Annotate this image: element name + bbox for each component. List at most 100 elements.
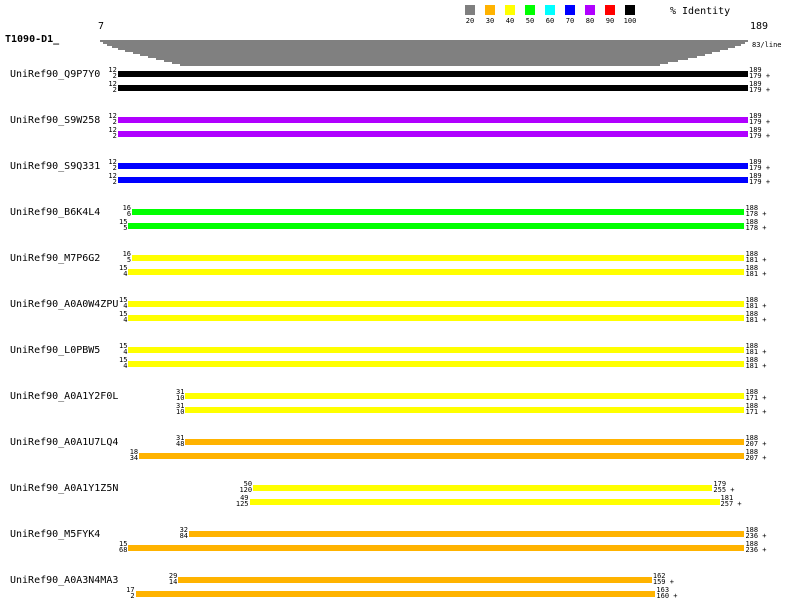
bar-query-end: 189	[749, 80, 762, 88]
alignment-bar[interactable]	[189, 531, 745, 537]
bar-subject-end: 179 +	[749, 72, 771, 80]
legend-swatch	[545, 5, 555, 15]
alignment-bar[interactable]	[135, 591, 656, 597]
bar-query-start: 15	[119, 264, 128, 272]
bar-query-end: 179	[713, 480, 727, 488]
legend-label: 20	[465, 17, 475, 25]
bar-query-start: 15	[119, 218, 128, 226]
hit-name[interactable]: UniRef90_M5FYK4	[10, 529, 101, 540]
legend-label: 100	[623, 17, 637, 25]
alignment-bar[interactable]	[185, 393, 745, 399]
bar-query-start: 12	[108, 158, 117, 166]
legend-swatch	[505, 5, 515, 15]
alignment-bar[interactable]	[139, 453, 745, 459]
bar-query-start: 12	[108, 80, 117, 88]
bar-query-end: 188	[745, 448, 759, 456]
alignment-bar[interactable]	[132, 209, 745, 215]
legend-swatch	[485, 5, 495, 15]
legend-swatch	[605, 5, 615, 15]
bar-query-end: 188	[745, 356, 759, 364]
bar-query-end: 189	[749, 126, 762, 134]
bar-subject-start: 4	[123, 362, 128, 370]
hit-name[interactable]: UniRef90_S9W258	[10, 115, 101, 126]
alignment-bar[interactable]	[128, 315, 745, 321]
bar-subject-start: 14	[168, 578, 178, 586]
alignment-bar[interactable]	[117, 131, 748, 137]
bar-subject-end: 255 +	[713, 486, 735, 494]
hit-name[interactable]: UniRef90_A0A1Y1Z5N	[10, 483, 119, 494]
bar-subject-end: 178 +	[745, 224, 767, 232]
hit-name[interactable]: UniRef90_B6K4L4	[10, 207, 101, 218]
bar-query-start: 15	[119, 540, 128, 548]
bar-subject-end: 171 +	[745, 408, 767, 416]
hit-name[interactable]: UniRef90_L0PBW5	[10, 345, 101, 356]
bar-query-start: 16	[122, 250, 132, 258]
legend-swatch	[625, 5, 635, 15]
alignment-bar[interactable]	[178, 577, 652, 583]
hit-name[interactable]: UniRef90_A0A0W4ZPU	[10, 299, 119, 310]
hit-name[interactable]: UniRef90_Q9P7Y0	[10, 69, 101, 80]
alignment-bar[interactable]	[132, 255, 745, 261]
alignment-bar[interactable]	[185, 439, 745, 445]
legend-swatch	[525, 5, 535, 15]
alignment-bar[interactable]	[249, 499, 720, 505]
bar-query-end: 181	[720, 494, 734, 502]
bar-query-end: 189	[749, 158, 762, 166]
bar-query-end: 188	[745, 526, 759, 534]
query-start: 7	[98, 21, 105, 32]
alignment-bar[interactable]	[117, 85, 748, 91]
alignment-bar[interactable]	[128, 361, 745, 367]
alignment-bar[interactable]	[117, 177, 748, 183]
alignment-bar[interactable]	[117, 117, 748, 123]
per-line-label: 83/line	[752, 41, 782, 49]
bar-subject-start: 2	[112, 86, 117, 94]
bar-query-start: 31	[176, 434, 185, 442]
bar-subject-end: 181 +	[745, 256, 767, 264]
bar-query-start: 16	[122, 204, 132, 212]
hit-name[interactable]: UniRef90_S9Q331	[10, 161, 101, 172]
bar-subject-end: 179 +	[749, 118, 771, 126]
bar-query-start: 15	[119, 356, 128, 364]
hit-name[interactable]: UniRef90_A0A1Y2F0L	[10, 391, 119, 402]
alignment-bar[interactable]	[253, 485, 713, 491]
bar-query-start: 31	[176, 388, 185, 396]
bar-query-start: 17	[126, 586, 135, 594]
legend-swatch	[565, 5, 575, 15]
bar-subject-start: 6	[126, 210, 132, 218]
bar-query-end: 188	[745, 204, 759, 212]
bar-subject-end: 171 +	[745, 394, 767, 402]
alignment-bar[interactable]	[128, 269, 745, 275]
legend-label: 80	[585, 17, 595, 25]
hit-name[interactable]: UniRef90_A0A1U7LQ4	[10, 437, 119, 448]
alignment-bar[interactable]	[128, 545, 745, 551]
bar-subject-start: 2	[112, 118, 117, 126]
bar-query-end: 188	[745, 402, 759, 410]
legend-label: 70	[565, 17, 575, 25]
bar-subject-start: 5	[126, 256, 132, 264]
alignment-bar[interactable]	[117, 71, 748, 77]
query-end: 189	[750, 21, 769, 32]
alignment-bar[interactable]	[128, 301, 745, 307]
bar-subject-end: 181 +	[745, 362, 767, 370]
bar-query-end: 188	[745, 264, 759, 272]
bar-subject-start: 120	[239, 486, 253, 494]
bar-subject-end: 160 +	[656, 592, 678, 600]
alignment-bar[interactable]	[128, 223, 745, 229]
alignment-bar[interactable]	[128, 347, 745, 353]
bar-query-end: 188	[745, 540, 759, 548]
bar-query-end: 188	[745, 342, 759, 350]
legend-swatch	[465, 5, 475, 15]
alignment-bar[interactable]	[117, 163, 748, 169]
legend-label: 40	[505, 17, 515, 25]
bar-subject-start: 10	[176, 394, 185, 402]
alignment-bar[interactable]	[185, 407, 745, 413]
bar-query-end: 189	[749, 112, 762, 120]
hit-name[interactable]: UniRef90_A0A3N4MA3	[10, 575, 119, 586]
bar-subject-start: 68	[119, 546, 128, 554]
bar-subject-end: 236 +	[745, 546, 767, 554]
bar-subject-start: 34	[129, 454, 139, 462]
bar-subject-start: 2	[112, 178, 117, 186]
bar-subject-end: 179 +	[749, 164, 771, 172]
bar-query-end: 188	[745, 310, 759, 318]
hit-name[interactable]: UniRef90_M7P6G2	[10, 253, 101, 264]
